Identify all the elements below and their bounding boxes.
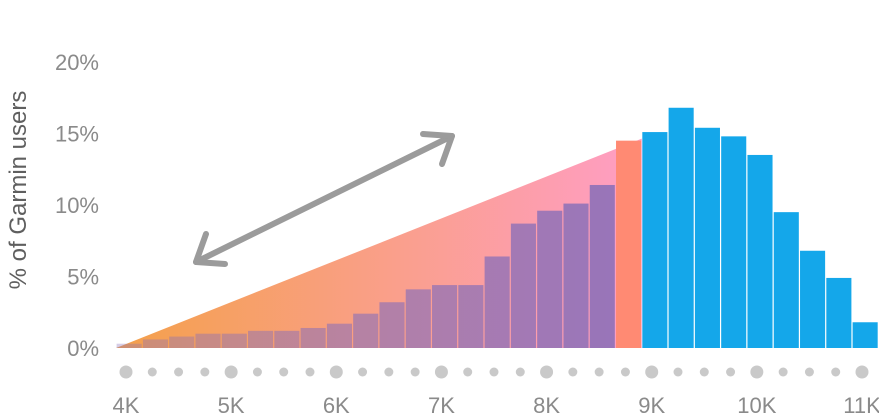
x-tick-label: 9K (638, 393, 665, 418)
x-tick-label: 10K (737, 393, 776, 418)
axis-major-dot (329, 365, 343, 379)
axis-minor-dot (384, 367, 394, 377)
y-axis-title: % of Garmin users (5, 91, 32, 290)
axis-minor-dot (699, 367, 709, 377)
histogram-bar (379, 302, 405, 348)
histogram-bar (221, 333, 247, 348)
histogram-bar (169, 336, 195, 348)
histogram-bar (773, 212, 799, 348)
x-tick-label: 6K (323, 393, 350, 418)
axis-major-dot (434, 365, 448, 379)
histogram-bar (510, 223, 536, 348)
histogram-bar (116, 343, 142, 348)
arrow-head-left (193, 231, 228, 267)
x-tick-label: 11K (843, 393, 879, 418)
y-tick-label: 10% (55, 193, 99, 218)
y-tick-label: 15% (55, 122, 99, 147)
histogram-bar (484, 256, 510, 348)
histogram-bar (826, 277, 852, 348)
x-tick-label: 8K (533, 393, 560, 418)
x-tick-label: 5K (218, 393, 245, 418)
axis-minor-dot (305, 367, 315, 377)
histogram-bar (694, 127, 720, 348)
axis-major-dot (855, 365, 869, 379)
axis-minor-dot (463, 367, 473, 377)
y-tick-label: 5% (67, 265, 99, 290)
axis-major-dot (750, 365, 764, 379)
axis-minor-dot (568, 367, 578, 377)
axis-minor-dot (174, 367, 184, 377)
histogram-bar (642, 132, 668, 348)
axis-minor-dot (279, 367, 289, 377)
arrow-head-right (420, 131, 455, 167)
axis-minor-dot (620, 367, 630, 377)
histogram-bar (537, 210, 563, 348)
axis-minor-dot (252, 367, 262, 377)
histogram-bar (405, 289, 431, 348)
histogram-bar (668, 107, 694, 348)
axis-minor-dot (358, 367, 368, 377)
axis-minor-dot (200, 367, 210, 377)
histogram-bar (195, 333, 221, 348)
histogram-bar (432, 285, 458, 348)
axis-minor-dot (410, 367, 420, 377)
histogram-bar (852, 322, 878, 348)
arrow-shaft (193, 133, 455, 265)
histogram-bar (721, 136, 747, 348)
axis-major-dot (119, 365, 133, 379)
axis-major-dot (645, 365, 659, 379)
tick-labels-layer: 0% 5% 10% 15% 20% 4K 5K 6K 7K 8K 9K 10K 11K (55, 50, 879, 418)
axis-minor-dot (673, 367, 683, 377)
highlight-triangle (116, 138, 642, 348)
axis-minor-dot (778, 367, 788, 377)
highlight-triangle-layer (116, 138, 642, 348)
histogram-bar (353, 313, 379, 348)
histogram-bar (142, 339, 168, 348)
histogram-bar (300, 327, 326, 348)
histogram-bar (800, 250, 826, 348)
histogram-bar (747, 154, 773, 348)
histogram-bar (589, 184, 615, 348)
axis-minor-dot (831, 367, 841, 377)
axis-minor-dot (147, 367, 157, 377)
histogram-bar (274, 330, 300, 348)
x-tick-label: 4K (113, 393, 140, 418)
axis-minor-dot (515, 367, 525, 377)
y-tick-label: 0% (67, 336, 99, 361)
axis-minor-dot (594, 367, 604, 377)
axis-dots-layer (119, 365, 869, 379)
histogram-bar (563, 203, 589, 348)
y-tick-label: 20% (55, 50, 99, 75)
histogram-bar (616, 140, 642, 348)
double-arrow-annotation (193, 131, 455, 267)
histogram-bar (248, 330, 274, 348)
histogram-bar (326, 323, 352, 348)
axis-minor-dot (489, 367, 499, 377)
axis-minor-dot (804, 367, 814, 377)
bars-layer (116, 107, 878, 348)
axis-major-dot (224, 365, 238, 379)
axis-minor-dot (726, 367, 736, 377)
x-tick-label: 7K (428, 393, 455, 418)
axis-major-dot (540, 365, 554, 379)
histogram-bar (458, 285, 484, 348)
